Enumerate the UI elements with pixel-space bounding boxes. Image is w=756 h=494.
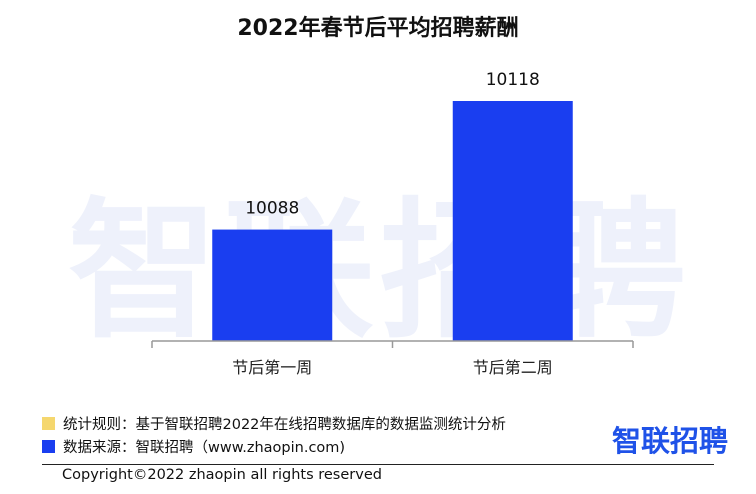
zhaopin-logo: 智联招聘 [612, 424, 729, 458]
footer-source: 数据来源：智联招聘（www.zhaopin.com) [42, 436, 345, 457]
footer-rule: 统计规则：基于智联招聘2022年在线招聘数据库的数据监测统计分析 [42, 413, 506, 434]
bar-2 [452, 101, 573, 341]
x-tick-label-2: 节后第二周 [473, 358, 553, 377]
copyright-text: Copyright©2022 zhaopin all rights reserv… [62, 467, 382, 483]
data-label-2: 10118 [486, 70, 540, 90]
x-tick-label-1: 节后第一周 [232, 358, 312, 377]
chart-title: 2022年春节后平均招聘薪酬 [237, 16, 519, 41]
bar-chart: 10088 节后第一周 10118 节后第二周 [151, 70, 634, 377]
yellow-square-icon [42, 417, 55, 430]
source-text: 数据来源：智联招聘（www.zhaopin.com) [63, 440, 346, 456]
data-label-1: 10088 [245, 199, 299, 219]
bar-1 [212, 229, 333, 341]
footer-divider [42, 464, 714, 465]
rule-text: 统计规则：基于智联招聘2022年在线招聘数据库的数据监测统计分析 [63, 417, 506, 433]
blue-square-icon [42, 440, 55, 453]
